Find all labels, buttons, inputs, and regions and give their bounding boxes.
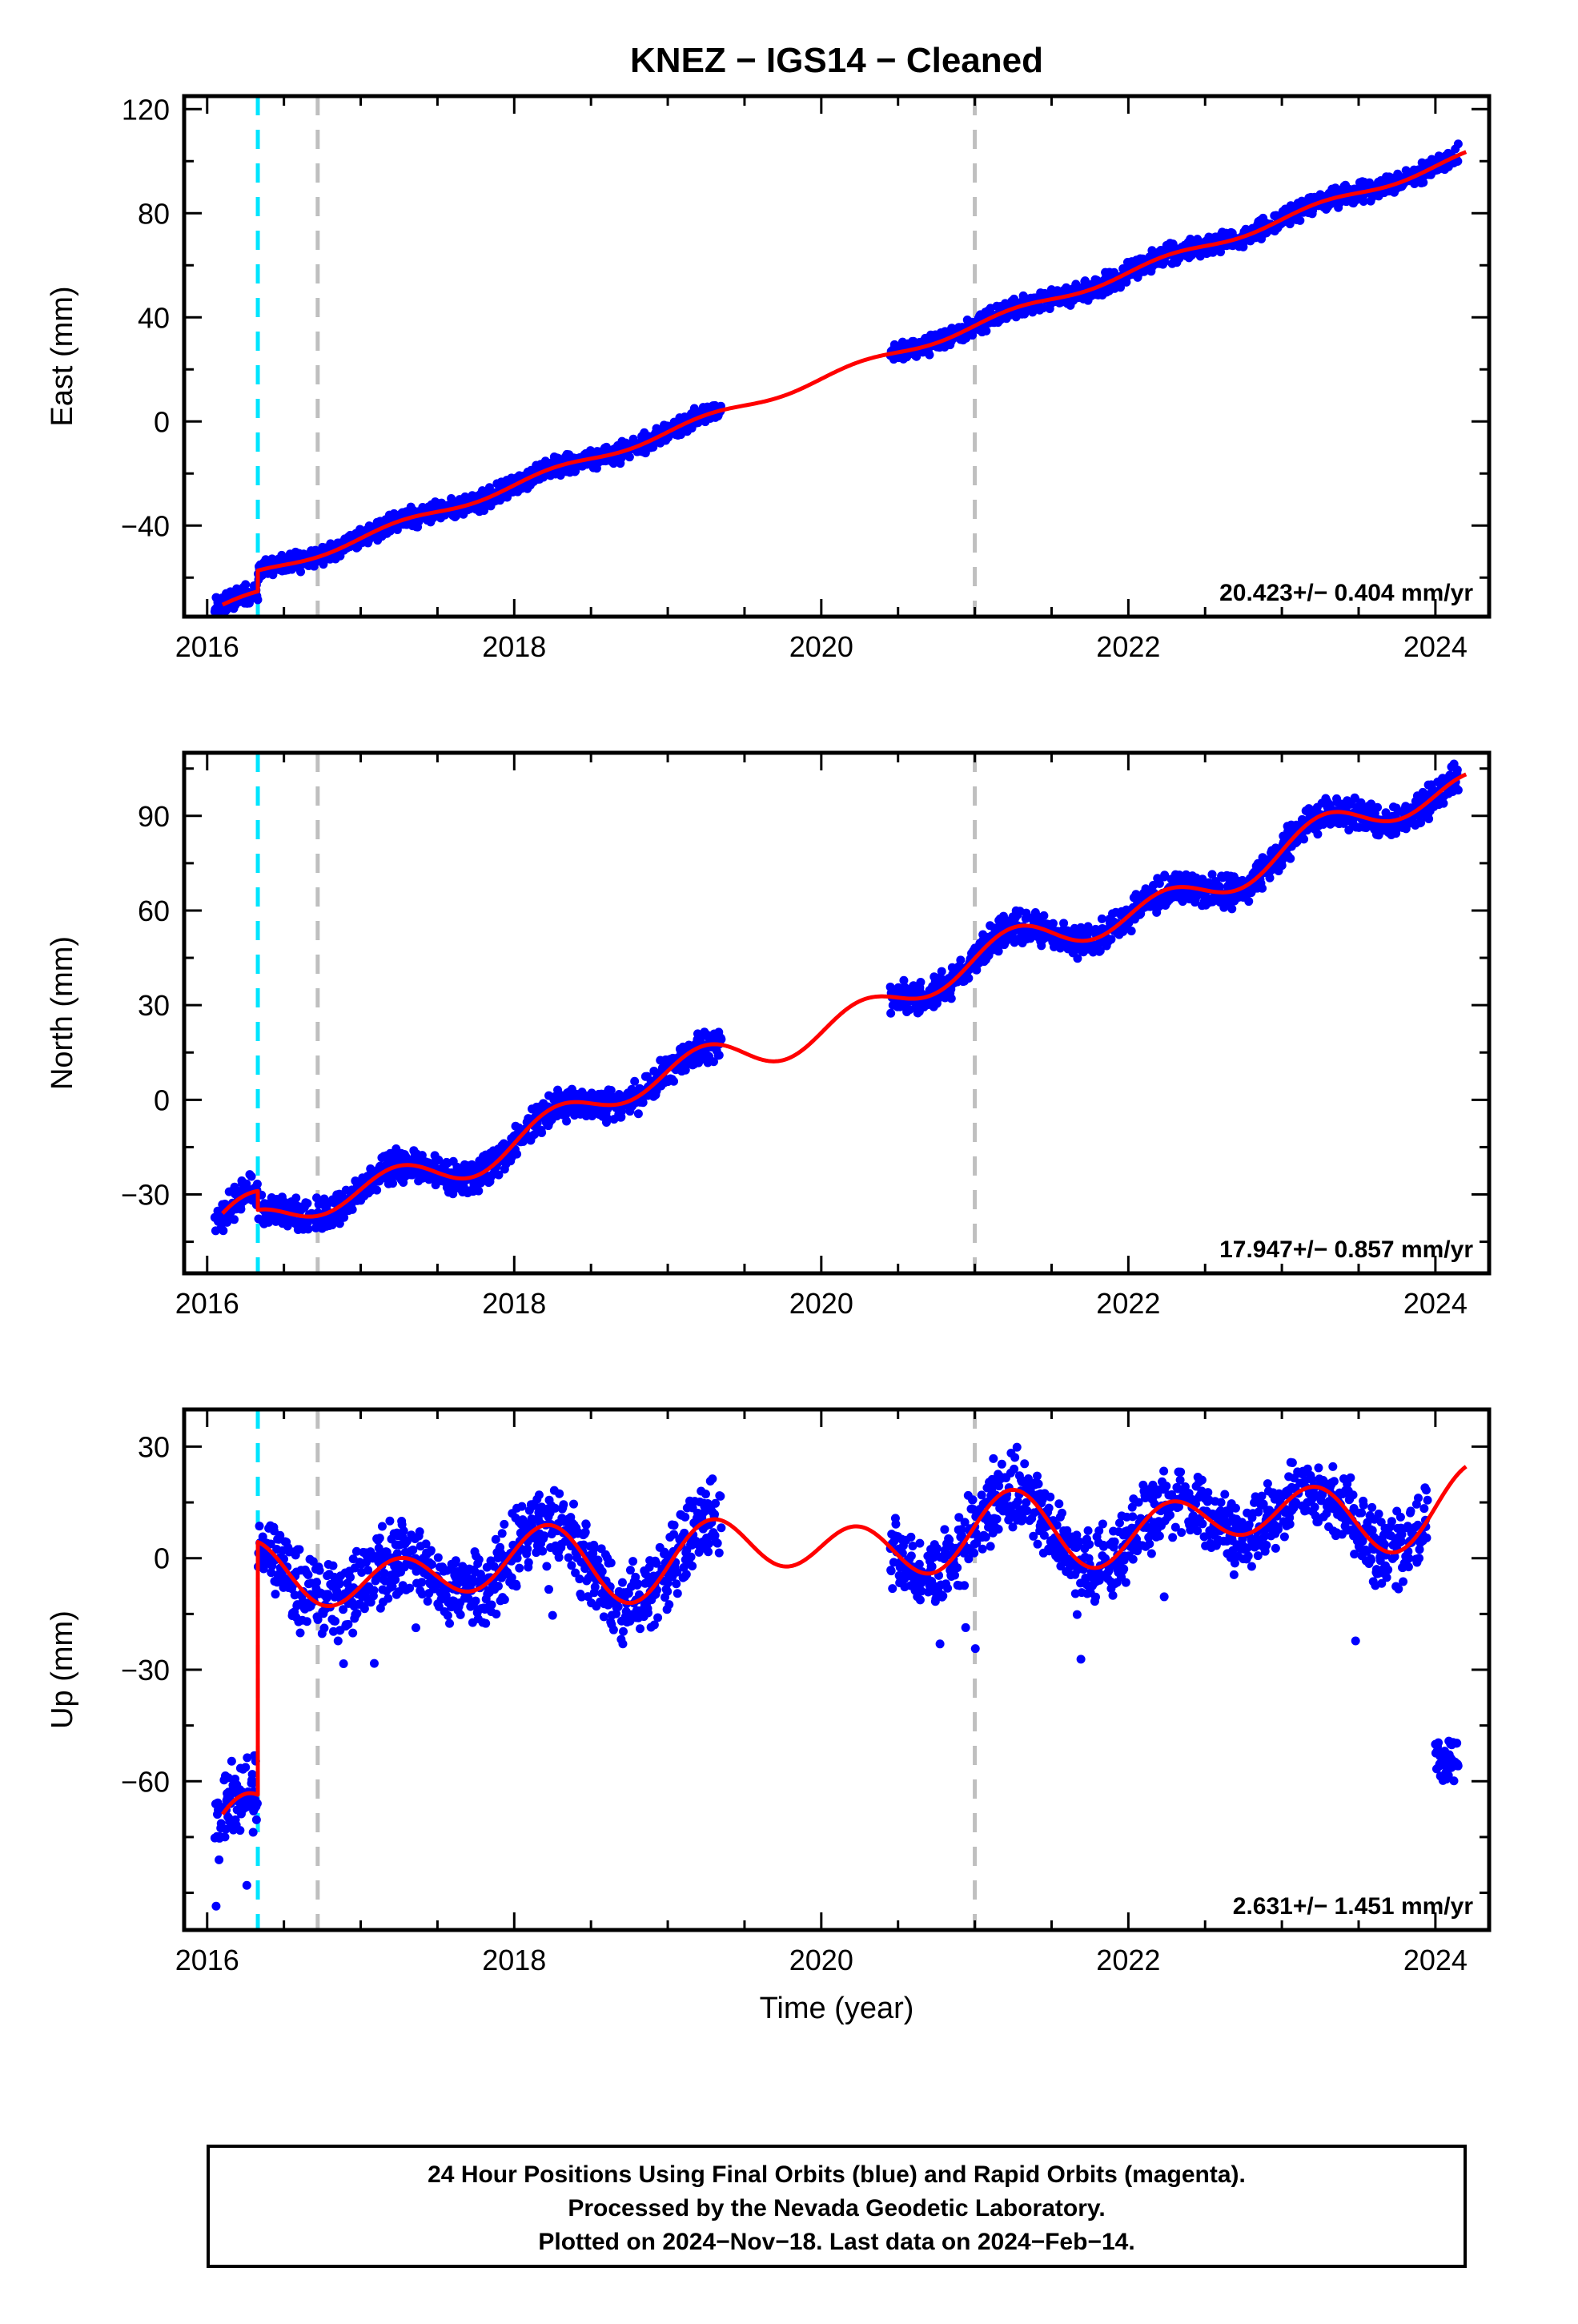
y-tick-label: 0	[154, 1542, 170, 1575]
rate-label: 2.631+/− 1.451 mm/yr	[1233, 1893, 1474, 1920]
x-tick-label: 2024	[1403, 1944, 1468, 1976]
x-tick-label: 2024	[1403, 630, 1468, 663]
model-line-east	[223, 152, 1466, 605]
y-axis-label: North (mm)	[46, 936, 79, 1090]
y-tick-label: 30	[138, 1430, 170, 1463]
svg-text:KNEZ − IGS14 − Cleaned: KNEZ − IGS14 − Cleaned	[630, 41, 1043, 80]
scatter-north	[211, 760, 1463, 1236]
y-tick-label: −30	[121, 1654, 170, 1687]
y-tick-label: −40	[121, 509, 170, 542]
y-tick-label: 0	[154, 405, 170, 438]
footer-line: Plotted on 2024−Nov−18. Last data on 202…	[538, 2229, 1134, 2255]
x-tick-label: 2016	[175, 1287, 239, 1320]
y-tick-label: 90	[138, 800, 170, 833]
timeseries-chart: KNEZ − IGS14 − Cleaned 2016 2018 2020 2022 20…	[0, 0, 1578, 2324]
scatter-east	[211, 139, 1463, 616]
x-tick-label: 2016	[175, 630, 239, 663]
x-axis-label: Time (year)	[760, 1992, 914, 2025]
x-tick-label: 2018	[482, 630, 546, 663]
rate-label: 17.947+/− 0.857 mm/yr	[1219, 1236, 1473, 1263]
x-tick-label: 2024	[1403, 1287, 1468, 1320]
rate-label: 20.423+/− 0.404 mm/yr	[1219, 580, 1473, 606]
y-axis-label: Up (mm)	[46, 1610, 79, 1729]
y-axis-label: East (mm)	[46, 286, 79, 426]
x-tick-label: 2022	[1096, 1287, 1160, 1320]
footer-line: Processed by the Nevada Geodetic Laborat…	[568, 2195, 1105, 2221]
page-root: KNEZ − IGS14 − Cleaned 2016 2018 2020 2022 20…	[0, 0, 1578, 2324]
x-tick-label: 2018	[482, 1287, 546, 1320]
y-tick-label: 80	[138, 197, 170, 230]
x-tick-label: 2020	[789, 1287, 853, 1320]
x-tick-label: 2020	[789, 1944, 853, 1976]
y-tick-label: −30	[121, 1179, 170, 1212]
y-tick-label: 60	[138, 895, 170, 927]
x-tick-label: 2022	[1096, 1944, 1160, 1976]
x-tick-label: 2016	[175, 1944, 239, 1976]
y-tick-label: −60	[121, 1765, 170, 1798]
y-tick-label: 30	[138, 989, 170, 1022]
x-tick-label: 2018	[482, 1944, 546, 1976]
footer-line: 24 Hour Positions Using Final Orbits (bl…	[428, 2161, 1246, 2188]
y-tick-label: 120	[122, 93, 170, 126]
x-tick-label: 2020	[789, 630, 853, 663]
y-tick-label: 40	[138, 301, 170, 334]
footer-box: 24 Hour Positions Using Final Orbits (bl…	[208, 2146, 1465, 2266]
y-tick-label: 0	[154, 1084, 170, 1116]
x-tick-label: 2022	[1096, 630, 1160, 663]
